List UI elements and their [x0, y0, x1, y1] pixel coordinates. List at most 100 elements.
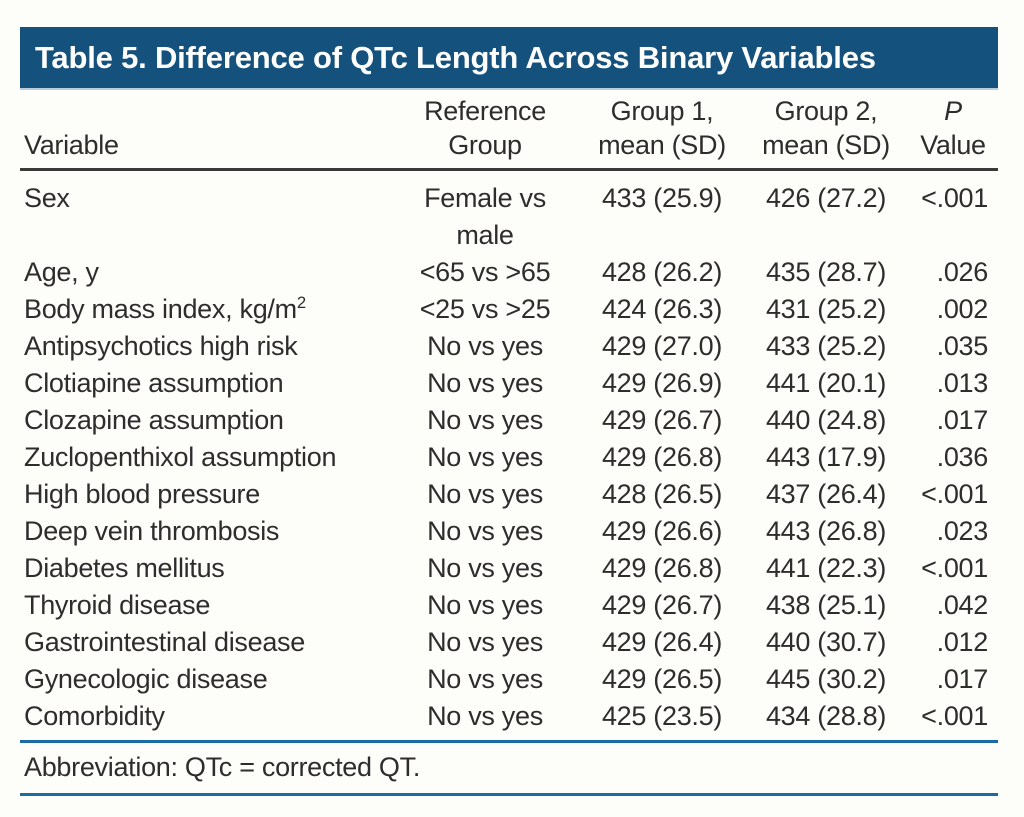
cell-variable: Antipsychotics high risk [24, 331, 298, 361]
cell-group2-mean: 437 (26.4) [765, 479, 887, 509]
column-header-variable: Variable [20, 92, 390, 171]
cell-reference-group: No vs yes [427, 590, 543, 620]
cell-group2-mean: 443 (26.8) [765, 516, 887, 546]
cell-variable: Diabetes mellitus [24, 553, 225, 583]
cell-variable: Clozapine assumption [24, 405, 284, 435]
cell-reference-group: <65 vs >65 [419, 257, 551, 287]
cell-group1-mean: 429 (26.9) [601, 368, 723, 398]
table-row: Clotiapine assumption No vs yes 429 (26.… [20, 365, 998, 402]
cell-variable: Sex [24, 183, 70, 213]
table-row: Clozapine assumption No vs yes 429 (26.7… [20, 402, 998, 439]
table-row: Gastrointestinal disease No vs yes 429 (… [20, 624, 998, 661]
cell-p-value: .035 [936, 331, 989, 361]
cell-variable: Gastrointestinal disease [24, 627, 305, 657]
header-row: Variable Reference Group Group 1, mean (… [20, 92, 998, 171]
column-header-group2: Group 2, mean (SD) [744, 92, 908, 171]
cell-group1-mean: 429 (26.4) [601, 627, 723, 657]
column-header-label: Reference [424, 96, 546, 126]
cell-variable: Clotiapine assumption [24, 368, 284, 398]
cell-reference-group: No vs yes [427, 479, 543, 509]
cell-group2-mean: 443 (17.9) [765, 442, 887, 472]
table-row: Zuclopenthixol assumption No vs yes 429 … [20, 439, 998, 476]
cell-variable: Thyroid disease [24, 590, 211, 620]
cell-p-value: .036 [936, 442, 989, 472]
table-row: Deep vein thrombosis No vs yes 429 (26.6… [20, 513, 998, 550]
cell-p-value: .013 [936, 368, 989, 398]
cell-p-value: <.001 [921, 553, 988, 583]
table-row: Antipsychotics high risk No vs yes 429 (… [20, 328, 998, 365]
superscript: 2 [296, 293, 306, 312]
cell-p-value: .017 [936, 664, 989, 694]
table-title-bar: Table 5. Difference of QTc Length Across… [20, 27, 998, 90]
cell-group1-mean: 429 (26.8) [601, 553, 723, 583]
cell-p-value: <.001 [921, 479, 988, 509]
cell-variable: Gynecologic disease [24, 664, 268, 694]
cell-reference-group: No vs yes [427, 442, 543, 472]
cell-reference-group: No vs yes [427, 405, 543, 435]
column-header-label: Group 2, [774, 96, 878, 126]
cell-group2-mean: 434 (28.8) [765, 701, 887, 731]
cell-group2-mean: 426 (27.2) [765, 183, 887, 213]
cell-reference-group: Female vs male [424, 183, 546, 250]
column-header-p-value: P Value [908, 92, 998, 171]
cell-reference-group: No vs yes [427, 368, 543, 398]
cell-p-value: .012 [936, 627, 989, 657]
cell-group2-mean: 433 (25.2) [765, 331, 887, 361]
cell-group1-mean: 429 (26.7) [601, 405, 723, 435]
column-header-label: P [944, 96, 962, 126]
footnote-text: Abbreviation: QTc = corrected QT. [24, 752, 421, 782]
cell-reference-group: No vs yes [427, 331, 543, 361]
table-row: Comorbidity No vs yes 425 (23.5) 434 (28… [20, 698, 998, 735]
cell-group2-mean: 441 (20.1) [765, 368, 887, 398]
cell-reference-group: No vs yes [427, 553, 543, 583]
cell-group2-mean: 435 (28.7) [765, 257, 887, 287]
column-header-label: mean (SD) [598, 130, 726, 160]
cell-group1-mean: 429 (26.6) [601, 516, 723, 546]
cell-p-value: .002 [936, 294, 989, 324]
cell-p-value: .026 [936, 257, 989, 287]
cell-reference-group: No vs yes [427, 516, 543, 546]
cell-variable: High blood pressure [24, 479, 260, 509]
cell-p-value: .023 [936, 516, 989, 546]
cell-group2-mean: 438 (25.1) [765, 590, 887, 620]
cell-reference-group: No vs yes [427, 701, 543, 731]
table-row: Sex Female vs male 433 (25.9) 426 (27.2)… [20, 170, 998, 255]
table-footnote: Abbreviation: QTc = corrected QT. [20, 740, 998, 796]
column-header-reference-group: Reference Group [390, 92, 580, 171]
column-header-label: Group 1, [610, 96, 714, 126]
table-row: Thyroid disease No vs yes 429 (26.7) 438… [20, 587, 998, 624]
cell-group1-mean: 429 (26.8) [601, 442, 723, 472]
cell-group1-mean: 429 (26.7) [601, 590, 723, 620]
table-row: Gynecologic disease No vs yes 429 (26.5)… [20, 661, 998, 698]
cell-reference-group: No vs yes [427, 627, 543, 657]
cell-group1-mean: 424 (26.3) [601, 294, 723, 324]
column-header-label: Value [920, 130, 986, 160]
cell-group1-mean: 428 (26.5) [601, 479, 723, 509]
table-header: Variable Reference Group Group 1, mean (… [20, 92, 998, 171]
cell-p-value: <.001 [921, 183, 988, 213]
column-header-group1: Group 1, mean (SD) [580, 92, 744, 171]
column-header-label: Variable [24, 130, 119, 160]
cell-reference-group: <25 vs >25 [419, 294, 551, 324]
cell-variable: Zuclopenthixol assumption [24, 442, 337, 472]
table-row: Age, y <65 vs >65 428 (26.2) 435 (28.7) … [20, 254, 998, 291]
cell-p-value: .017 [936, 405, 989, 435]
cell-variable: Comorbidity [24, 701, 165, 731]
cell-p-value: <.001 [921, 701, 988, 731]
cell-group2-mean: 431 (25.2) [765, 294, 887, 324]
cell-group1-mean: 428 (26.2) [601, 257, 723, 287]
table-title: Table 5. Difference of QTc Length Across… [35, 39, 876, 75]
cell-group1-mean: 433 (25.9) [601, 183, 723, 213]
cell-reference-group: No vs yes [427, 664, 543, 694]
cell-group1-mean: 429 (26.5) [601, 664, 723, 694]
table-row: Body mass index, kg/m2 <25 vs >25 424 (2… [20, 291, 998, 328]
cell-group2-mean: 440 (24.8) [765, 405, 887, 435]
cell-group1-mean: 425 (23.5) [601, 701, 723, 731]
table-row: Diabetes mellitus No vs yes 429 (26.8) 4… [20, 550, 998, 587]
cell-group1-mean: 429 (27.0) [601, 331, 723, 361]
column-header-label: Group [448, 130, 522, 160]
data-table: Variable Reference Group Group 1, mean (… [20, 92, 998, 735]
cell-p-value: .042 [936, 590, 989, 620]
cell-variable: Deep vein thrombosis [24, 516, 280, 546]
